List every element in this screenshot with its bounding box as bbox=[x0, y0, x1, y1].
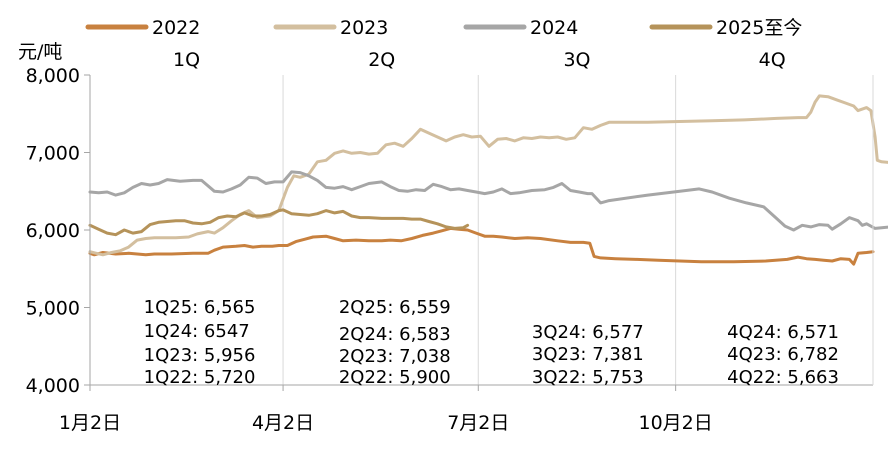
quarter-label: 4Q bbox=[759, 49, 786, 71]
annotation-label: 1Q22: 5,720 bbox=[144, 367, 256, 388]
annotation-label: 2Q22: 5,900 bbox=[339, 367, 451, 388]
quarter-label: 3Q bbox=[563, 49, 590, 71]
y-axis-label: 元/吨 bbox=[18, 41, 62, 63]
series-line-2023 bbox=[88, 94, 888, 257]
legend-label: 2023 bbox=[340, 17, 388, 39]
y-tick-label: 8,000 bbox=[26, 65, 80, 87]
annotation-label: 3Q22: 5,753 bbox=[532, 367, 644, 388]
annotation-label: 2Q23: 7,038 bbox=[339, 346, 451, 367]
legend-label: 2022 bbox=[152, 17, 200, 39]
annotation-label: 1Q23: 5,956 bbox=[144, 345, 256, 366]
x-tick-label: 4月2日 bbox=[252, 412, 314, 434]
series-line-2025至今 bbox=[88, 208, 470, 237]
legend-label: 2025至今 bbox=[716, 17, 802, 39]
y-tick-label: 5,000 bbox=[26, 298, 80, 320]
x-tick-label: 10月2日 bbox=[639, 412, 713, 434]
annotation-label: 2Q24: 6,583 bbox=[339, 324, 451, 345]
y-tick-label: 7,000 bbox=[26, 143, 80, 165]
legend-label: 2024 bbox=[530, 17, 578, 39]
x-tick-label: 7月2日 bbox=[447, 412, 509, 434]
y-tick-label: 4,000 bbox=[26, 375, 80, 397]
annotation-label: 4Q22: 5,663 bbox=[727, 367, 839, 388]
series-line-2024 bbox=[88, 170, 888, 232]
annotation-label: 3Q23: 7,381 bbox=[532, 344, 644, 365]
quarter-label: 2Q bbox=[368, 49, 395, 71]
quarter-label: 1Q bbox=[173, 49, 200, 71]
annotation-label: 4Q23: 6,782 bbox=[727, 344, 839, 365]
annotation-label: 1Q25: 6,565 bbox=[144, 297, 256, 318]
annotation-label: 2Q25: 6,559 bbox=[339, 297, 451, 318]
annotation-label: 1Q24: 6547 bbox=[144, 321, 250, 342]
x-tick-label: 1月2日 bbox=[59, 412, 121, 434]
annotation-label: 3Q24: 6,577 bbox=[532, 322, 644, 343]
annotation-label: 4Q24: 6,571 bbox=[727, 322, 839, 343]
series-line-2022 bbox=[88, 226, 875, 266]
y-tick-label: 6,000 bbox=[26, 220, 80, 242]
